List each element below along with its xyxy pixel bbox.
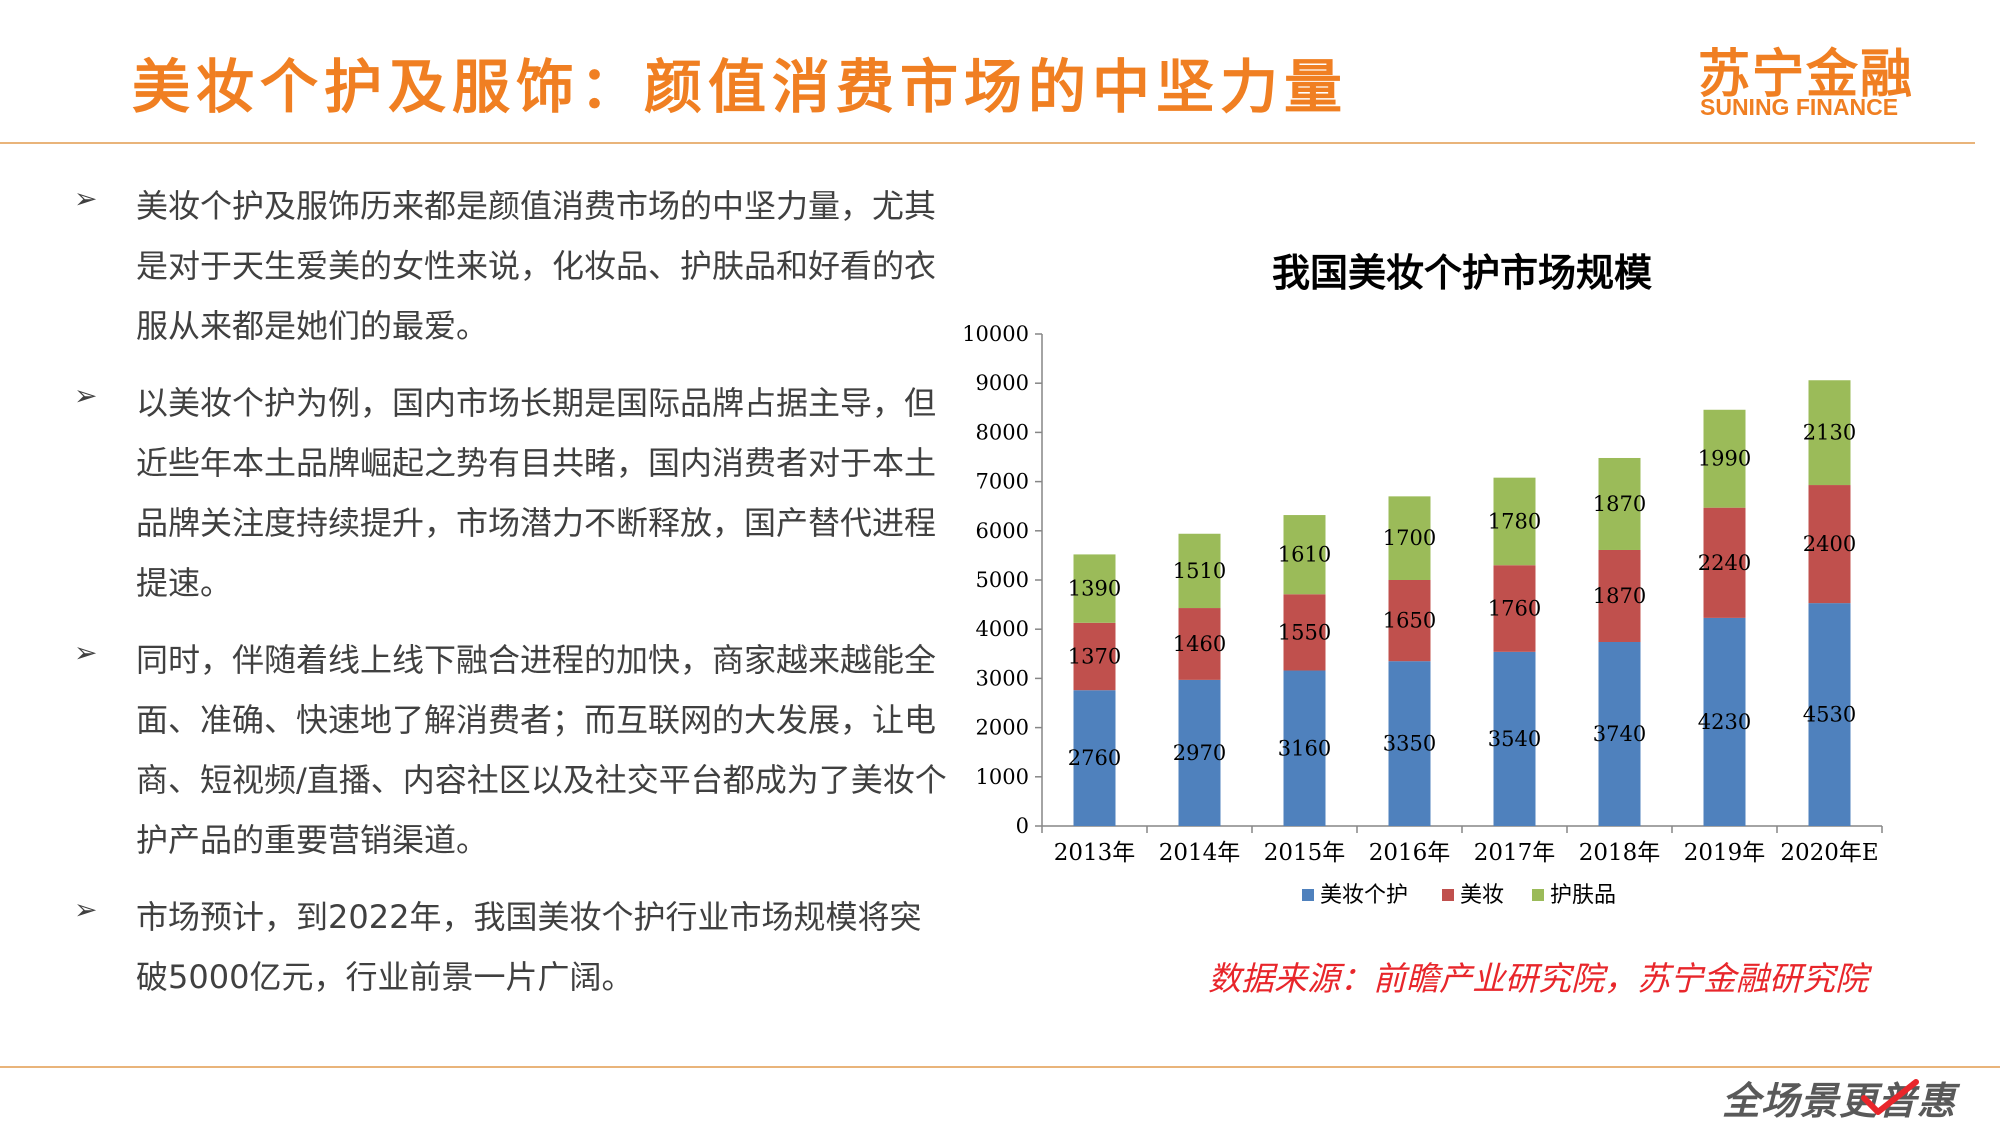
y-tick-label: 9000: [976, 371, 1029, 395]
red-check-icon: [1861, 1079, 1919, 1115]
y-tick-label: 3000: [976, 666, 1029, 690]
logo-chinese-text: 苏宁金融: [1698, 45, 1915, 105]
data-label: 4230: [1698, 710, 1751, 734]
data-label: 2240: [1698, 551, 1751, 575]
bar-segment: [1178, 533, 1221, 609]
bar-segment: [1808, 603, 1851, 826]
bar-segment: [1073, 554, 1116, 623]
data-label: 1760: [1488, 597, 1541, 621]
bullet-text: 美妆个护及服饰历来都是颜值消费市场的中坚力量，尤其是对于天生爱美的女性来说，化妆…: [136, 187, 937, 345]
arrow-bullet-icon: ➢: [74, 636, 98, 669]
data-label: 4530: [1803, 703, 1856, 727]
y-tick-label: 5000: [976, 568, 1029, 592]
data-label: 1610: [1278, 543, 1331, 567]
data-label: 1510: [1173, 559, 1226, 583]
legend-label: 美妆: [1460, 883, 1504, 908]
data-label: 3740: [1593, 722, 1646, 746]
data-label: 3160: [1278, 736, 1331, 760]
data-label: 3350: [1383, 732, 1436, 756]
arrow-bullet-icon: ➢: [74, 893, 98, 926]
x-tick-label: 2013年: [1054, 840, 1136, 866]
bullet-item: ➢ 以美妆个护为例，国内市场长期是国际品牌占据主导，但近些年本土品牌崛起之势有目…: [70, 373, 950, 613]
bar-segment: [1283, 594, 1326, 671]
data-label: 1870: [1593, 584, 1646, 608]
data-label: 2970: [1173, 741, 1226, 765]
data-label: 1990: [1698, 447, 1751, 471]
bullet-text: 同时，伴随着线上线下融合进程的加快，商家越来越能全面、准确、快速地了解消费者；而…: [136, 641, 947, 859]
data-label: 1550: [1278, 620, 1331, 644]
slogan-text: 全场景更普惠: [1722, 1079, 1957, 1123]
bar-segment: [1598, 641, 1641, 826]
y-tick-label: 4000: [976, 617, 1029, 641]
x-tick-label: 2014年: [1159, 840, 1241, 866]
legend-swatch: [1442, 889, 1454, 901]
bullet-text: 市场预计，到2022年，我国美妆个护行业市场规模将突破5000亿元，行业前景一片…: [136, 898, 922, 996]
data-label: 1460: [1173, 632, 1226, 656]
y-tick-label: 10000: [962, 322, 1029, 346]
y-tick-label: 0: [1016, 814, 1029, 838]
bar-segment: [1493, 565, 1536, 652]
legend-swatch: [1532, 889, 1544, 901]
legend-label: 护肤品: [1550, 883, 1616, 908]
bullet-list: ➢ 美妆个护及服饰历来都是颜值消费市场的中坚力量，尤其是对于天生爱美的女性来说，…: [70, 176, 950, 1024]
chart-title: 我国美妆个护市场规模: [1272, 251, 1652, 295]
bar-segment: [1073, 622, 1116, 691]
x-tick-label: 2019年: [1684, 840, 1766, 866]
y-tick-label: 7000: [976, 470, 1029, 494]
x-tick-label: 2018年: [1579, 840, 1661, 866]
bar-segment: [1808, 380, 1851, 486]
data-label: 1370: [1068, 645, 1121, 669]
bar-segment: [1703, 507, 1746, 618]
bar-segment: [1388, 580, 1431, 662]
header-divider: [0, 142, 1975, 144]
logo-english-text: SUNING FINANCE: [1700, 94, 1899, 120]
footer-slogan: 全场景更普惠: [1722, 1068, 1982, 1123]
bar-segment: [1598, 457, 1641, 550]
legend-swatch: [1302, 889, 1314, 901]
bar-segment: [1493, 477, 1536, 566]
data-source-note: 数据来源：前瞻产业研究院，苏宁金融研究院: [1208, 959, 1868, 998]
data-label: 1390: [1068, 577, 1121, 601]
bar-segment: [1388, 496, 1431, 580]
bullet-item: ➢ 同时，伴随着线上线下融合进程的加快，商家越来越能全面、准确、快速地了解消费者…: [70, 630, 950, 870]
x-tick-label: 2016年: [1369, 840, 1451, 866]
x-tick-label: 2017年: [1474, 840, 1556, 866]
bar-segment: [1703, 409, 1746, 508]
x-tick-label: 2015年: [1264, 840, 1346, 866]
bar-segment: [1073, 690, 1116, 826]
bullet-item: ➢ 市场预计，到2022年，我国美妆个护行业市场规模将突破5000亿元，行业前景…: [70, 887, 950, 1007]
data-label: 1700: [1383, 526, 1436, 550]
bar-segment: [1388, 661, 1431, 826]
page-title: 美妆个护及服饰：颜值消费市场的中坚力量: [132, 53, 1349, 121]
bar-segment: [1598, 549, 1641, 642]
x-tick-label: 2020年E: [1780, 840, 1878, 866]
data-label: 2400: [1803, 532, 1856, 556]
data-label: 1780: [1488, 509, 1541, 533]
legend-label: 美妆个护: [1320, 883, 1408, 908]
data-label: 3540: [1488, 727, 1541, 751]
y-tick-label: 8000: [976, 420, 1029, 444]
bar-segment: [1178, 679, 1221, 826]
suning-finance-logo: 苏宁金融 SUNING FINANCE: [1692, 32, 1942, 122]
y-tick-label: 1000: [976, 765, 1029, 789]
y-tick-label: 2000: [976, 716, 1029, 740]
bullet-item: ➢ 美妆个护及服饰历来都是颜值消费市场的中坚力量，尤其是对于天生爱美的女性来说，…: [70, 176, 950, 356]
bar-segment: [1808, 485, 1851, 604]
data-label: 1650: [1383, 609, 1436, 633]
bar-segment: [1178, 608, 1221, 680]
bar-segment: [1493, 651, 1536, 826]
bullet-text: 以美妆个护为例，国内市场长期是国际品牌占据主导，但近些年本土品牌崛起之势有目共睹…: [136, 384, 937, 602]
bar-segment: [1703, 617, 1746, 826]
bar-segment: [1283, 670, 1326, 826]
y-tick-label: 6000: [976, 519, 1029, 543]
footer-divider: [0, 1066, 2000, 1068]
data-label: 2760: [1068, 746, 1121, 770]
bar-segment: [1283, 515, 1326, 595]
arrow-bullet-icon: ➢: [74, 379, 98, 412]
data-label: 1870: [1593, 492, 1646, 516]
data-label: 2130: [1803, 421, 1856, 445]
arrow-bullet-icon: ➢: [74, 182, 98, 215]
market-size-chart: 我国美妆个护市场规模 0 1000 2000 3000 4000 5000 6000 7000 8…: [962, 251, 1883, 908]
